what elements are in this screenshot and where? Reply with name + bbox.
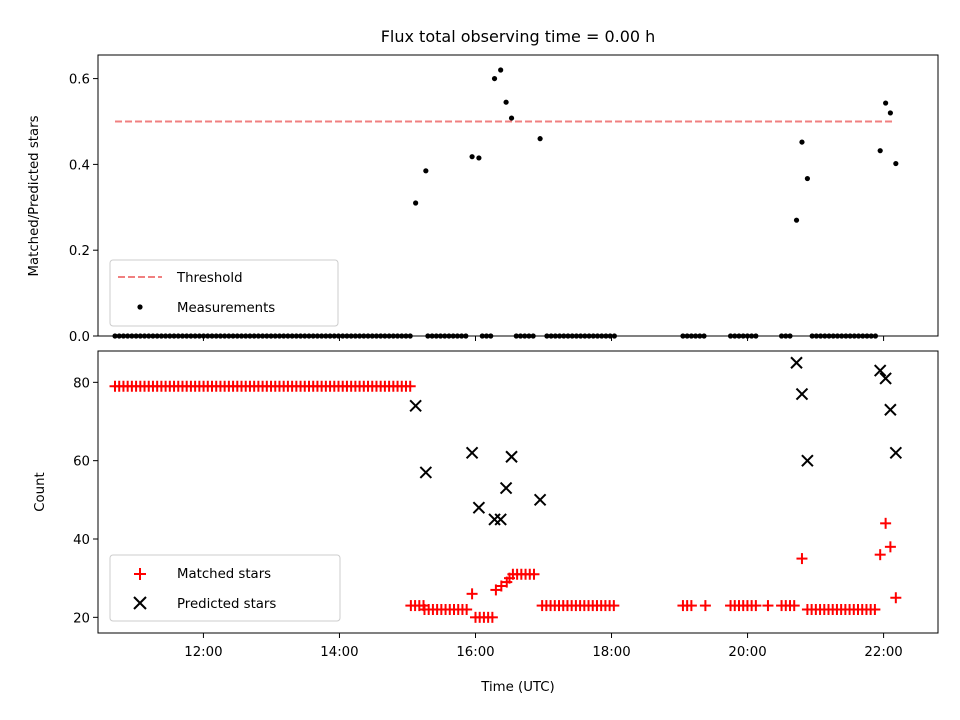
legend-matched-label: Matched stars bbox=[177, 567, 271, 582]
measurement-point bbox=[883, 100, 889, 106]
bottom-y-tick-label: 20 bbox=[73, 611, 90, 626]
top-legend-frame bbox=[109, 259, 339, 327]
measurement-point bbox=[423, 168, 429, 174]
measurement-point bbox=[877, 148, 883, 154]
measurement-point bbox=[804, 175, 811, 182]
predicted-star-point bbox=[790, 356, 803, 369]
bottom-y-tick-label: 80 bbox=[73, 376, 90, 391]
legend-threshold-label: Threshold bbox=[176, 271, 243, 286]
predicted-star-point bbox=[801, 454, 814, 467]
top-x-axis bbox=[202, 336, 885, 341]
predicted-star-point bbox=[494, 513, 507, 526]
predicted-star-point bbox=[533, 493, 547, 507]
legend-predicted-label: Predicted stars bbox=[177, 597, 276, 612]
predicted-star-point bbox=[884, 403, 897, 416]
measurement-point bbox=[491, 75, 498, 82]
measurement-point bbox=[537, 136, 543, 142]
measurement-point bbox=[799, 139, 805, 145]
matched-star-point bbox=[461, 604, 473, 615]
top-axes-frame bbox=[97, 54, 939, 337]
top-y-tick-label: 0.0 bbox=[69, 330, 90, 345]
bottom-y-axis: 20 40 60 80 bbox=[73, 376, 98, 626]
x-tick-label: 12:00 bbox=[184, 645, 222, 660]
legend-measurements-swatch bbox=[137, 304, 143, 310]
x-tick-label: 22:00 bbox=[864, 645, 902, 660]
bottom-y-axis-label: Count bbox=[33, 472, 48, 512]
measurement-point bbox=[503, 99, 509, 105]
matched-star-point bbox=[750, 600, 762, 612]
measurement-point bbox=[413, 200, 419, 206]
predicted-star-point bbox=[879, 372, 892, 385]
matched-star-point bbox=[466, 588, 478, 600]
matched-star-point bbox=[486, 611, 498, 623]
predicted-star-point bbox=[465, 446, 479, 460]
matched-star-point bbox=[404, 380, 416, 392]
matched-star-point bbox=[762, 600, 774, 612]
bottom-x-axis: 12:00 14:00 16:00 18:00 20:00 22:00 bbox=[184, 633, 903, 660]
measurement-point bbox=[793, 217, 800, 223]
matched-star-point bbox=[796, 553, 808, 565]
bottom-legend-frame bbox=[109, 554, 341, 622]
x-tick-label: 14:00 bbox=[320, 645, 358, 660]
matched-star-point bbox=[890, 592, 902, 604]
measurement-point bbox=[469, 154, 475, 160]
matched-star-point bbox=[503, 572, 515, 584]
measurement-point bbox=[476, 155, 482, 161]
bottom-axes-frame bbox=[97, 350, 939, 634]
predicted-star-point bbox=[505, 450, 518, 463]
x-tick-label: 18:00 bbox=[592, 645, 630, 660]
matched-star-point bbox=[608, 600, 620, 612]
top-y-tick-label: 0.2 bbox=[69, 244, 90, 259]
predicted-star-point bbox=[472, 501, 486, 514]
measurement-point bbox=[893, 160, 899, 167]
matched-star-point bbox=[788, 600, 800, 612]
matched-star-point bbox=[528, 568, 540, 580]
matched-star-point bbox=[874, 549, 886, 561]
predicted-star-point bbox=[419, 466, 433, 479]
x-tick-label: 20:00 bbox=[728, 645, 766, 660]
top-y-tick-label: 0.4 bbox=[69, 158, 90, 173]
legend-measurements-label: Measurements bbox=[177, 301, 275, 316]
predicted-star-point bbox=[889, 446, 903, 460]
measurement-point bbox=[887, 110, 893, 116]
top-y-axis-label: Matched/Predicted stars bbox=[27, 115, 42, 276]
top-legend: Threshold Measurements bbox=[109, 259, 339, 327]
bottom-y-tick-label: 40 bbox=[73, 533, 90, 548]
matched-star-point bbox=[884, 541, 896, 553]
predicted-star-point bbox=[795, 387, 809, 401]
matched-star-point bbox=[685, 600, 697, 612]
chart-title: Flux total observing time = 0.00 h bbox=[381, 27, 656, 46]
matched-star-point bbox=[880, 517, 892, 529]
top-y-axis: 0.0 0.2 0.4 0.6 bbox=[69, 73, 98, 345]
measurement-point bbox=[498, 67, 504, 73]
bottom-plot-area bbox=[109, 356, 903, 623]
matched-star-point bbox=[869, 604, 881, 615]
top-panel: Flux total observing time = 0.00 h 0.00.… bbox=[27, 27, 939, 345]
predicted-star-point bbox=[409, 399, 422, 413]
predicted-star-point bbox=[873, 364, 887, 377]
measurement-point bbox=[508, 115, 515, 121]
legend-matched-swatch bbox=[134, 568, 146, 580]
legend-predicted-swatch bbox=[133, 596, 147, 610]
x-axis-label: Time (UTC) bbox=[480, 680, 555, 695]
predicted-star-point bbox=[499, 481, 513, 495]
bottom-legend: Matched stars Predicted stars bbox=[109, 554, 341, 622]
bottom-y-tick-label: 60 bbox=[73, 455, 90, 470]
top-y-tick-label: 0.6 bbox=[69, 73, 90, 88]
matched-star-point bbox=[699, 600, 711, 612]
x-tick-label: 16:00 bbox=[456, 645, 494, 660]
